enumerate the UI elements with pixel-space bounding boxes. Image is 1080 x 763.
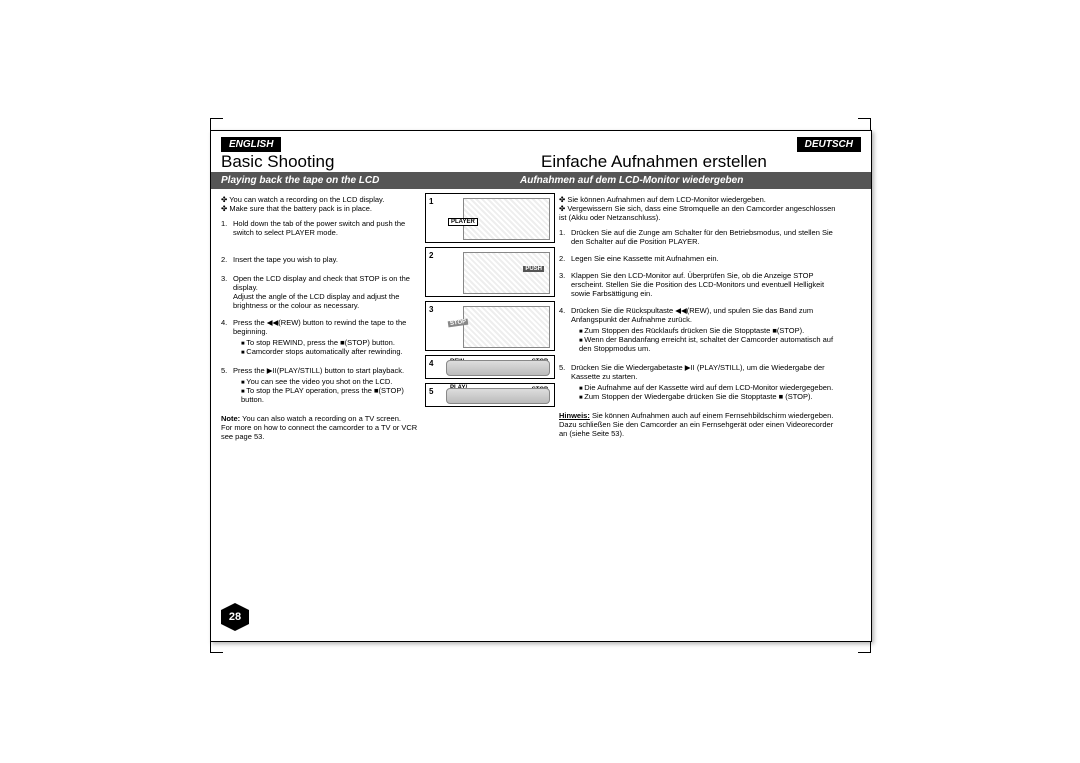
bullet-item: You can watch a recording on the LCD dis… — [221, 195, 421, 204]
diagram-5: 5 PLAY/ STILL STOP — [425, 383, 555, 407]
step-item: 3. Klappen Sie den LCD-Monitor auf. Über… — [559, 271, 839, 298]
step-number: 3. — [221, 274, 233, 310]
deutsch-bullets: Sie können Aufnahmen auf dem LCD-Monitor… — [559, 195, 839, 222]
step-item: 4. Press the ◀◀(REW) button to rewind th… — [221, 318, 421, 358]
language-bar: ENGLISH DEUTSCH — [211, 131, 871, 152]
step-item: 5. Drücken Sie die Wiedergabetaste ▶II (… — [559, 363, 839, 403]
page-number: 28 — [229, 611, 241, 623]
step-text: Drücken Sie auf die Zunge am Schalter fü… — [571, 228, 839, 246]
diagram-number: 3 — [429, 305, 439, 315]
step-body: Drücken Sie die Rückspultaste ◀◀(REW), u… — [571, 306, 839, 355]
push-label: PUSH — [523, 266, 544, 272]
step-text: Legen Sie eine Kassette mit Aufnahmen ei… — [571, 254, 839, 263]
step-text: Press the ◀◀(REW) button to rewind the t… — [233, 318, 406, 336]
sub-item: Zum Stoppen der Wiedergabe drücken Sie d… — [579, 392, 839, 401]
title-deutsch: Einfache Aufnahmen erstellen — [541, 152, 861, 172]
column-english: You can watch a recording on the LCD dis… — [221, 193, 421, 441]
english-steps: 1. Hold down the tab of the power switch… — [221, 219, 421, 406]
step-item: 5. Press the ▶II(PLAY/STILL) button to s… — [221, 366, 421, 406]
step-text: Open the LCD display and check that STOP… — [233, 274, 421, 310]
sub-item: Wenn der Bandanfang erreicht ist, schalt… — [579, 335, 839, 353]
bullet-item: Vergewissern Sie sich, dass eine Stromqu… — [559, 204, 839, 222]
sub-list: Zum Stoppen des Rücklaufs drücken Sie di… — [571, 326, 839, 353]
step-number: 4. — [221, 318, 233, 358]
step-number: 1. — [559, 228, 571, 246]
step-text: Klappen Sie den LCD-Monitor auf. Überprü… — [571, 271, 839, 298]
step-body: Press the ◀◀(REW) button to rewind the t… — [233, 318, 421, 358]
step-text: Drücken Sie die Wiedergabetaste ▶II (PLA… — [571, 363, 825, 381]
title-english: Basic Shooting — [221, 152, 541, 172]
step-item: 2. Insert the tape you wish to play. — [221, 255, 421, 264]
step-number: 4. — [559, 306, 571, 355]
column-diagrams: 1 PLAYER 2 PUSH 3 STOP 4 REW STOP 5 — [421, 193, 559, 441]
sub-item: Die Aufnahme auf der Kassette wird auf d… — [579, 383, 839, 392]
sub-item: Camcorder stops automatically after rewi… — [241, 347, 421, 356]
subtitle-bar: Playing back the tape on the LCD Aufnahm… — [211, 172, 871, 189]
sub-list: To stop REWIND, press the ■(STOP) button… — [233, 338, 421, 356]
step-text: Insert the tape you wish to play. — [233, 255, 421, 264]
step-item: 1. Drücken Sie auf die Zunge am Schalter… — [559, 228, 839, 246]
diagram-number: 1 — [429, 197, 439, 207]
lang-deutsch: DEUTSCH — [797, 137, 861, 152]
step-number: 5. — [559, 363, 571, 403]
diagram-number: 4 — [429, 359, 439, 369]
step-text: Drücken Sie die Rückspultaste ◀◀(REW), u… — [571, 306, 813, 324]
note-label: Note: — [221, 414, 240, 423]
step-text: Hold down the tab of the power switch an… — [233, 219, 421, 237]
step-body: Press the ▶II(PLAY/STILL) button to star… — [233, 366, 421, 406]
column-deutsch: Sie können Aufnahmen auf dem LCD-Monitor… — [559, 193, 839, 441]
section-titles: Basic Shooting Einfache Aufnahmen erstel… — [211, 152, 871, 172]
step-item: 4. Drücken Sie die Rückspultaste ◀◀(REW)… — [559, 306, 839, 355]
step-number: 5. — [221, 366, 233, 406]
english-bullets: You can watch a recording on the LCD dis… — [221, 195, 421, 213]
note-label: Hinweis: — [559, 411, 590, 420]
step-number: 2. — [559, 254, 571, 263]
english-note: Note: You can also watch a recording on … — [221, 414, 421, 441]
button-row-sketch — [446, 360, 550, 376]
diagram-2: 2 PUSH — [425, 247, 555, 297]
step-item: 2. Legen Sie eine Kassette mit Aufnahmen… — [559, 254, 839, 263]
step-number: 2. — [221, 255, 233, 264]
step-item: 1. Hold down the tab of the power switch… — [221, 219, 421, 237]
bullet-item: Sie können Aufnahmen auf dem LCD-Monitor… — [559, 195, 839, 204]
camcorder-sketch — [463, 252, 550, 294]
step-number: 1. — [221, 219, 233, 237]
sub-list: Die Aufnahme auf der Kassette wird auf d… — [571, 383, 839, 401]
deutsch-note: Hinweis: Sie können Aufnahmen auch auf e… — [559, 411, 839, 438]
page-number-badge: 28 — [221, 603, 249, 631]
diagram-number: 2 — [429, 251, 439, 261]
lang-english: ENGLISH — [221, 137, 281, 152]
button-row-sketch — [446, 388, 550, 404]
manual-page: ENGLISH DEUTSCH Basic Shooting Einfache … — [210, 130, 872, 642]
content-columns: You can watch a recording on the LCD dis… — [211, 189, 871, 445]
note-text: Sie können Aufnahmen auch auf einem Fern… — [559, 411, 833, 438]
camcorder-sketch — [463, 306, 550, 348]
sub-item: You can see the video you shot on the LC… — [241, 377, 421, 386]
note-text: You can also watch a recording on a TV s… — [221, 414, 417, 441]
subtitle-english: Playing back the tape on the LCD — [211, 172, 510, 189]
step-body: Drücken Sie die Wiedergabetaste ▶II (PLA… — [571, 363, 839, 403]
sub-item: Zum Stoppen des Rücklaufs drücken Sie di… — [579, 326, 839, 335]
sub-item: To stop REWIND, press the ■(STOP) button… — [241, 338, 421, 347]
step-number: 3. — [559, 271, 571, 298]
step-text: Press the ▶II(PLAY/STILL) button to star… — [233, 366, 404, 375]
diagram-4: 4 REW STOP — [425, 355, 555, 379]
sub-list: You can see the video you shot on the LC… — [233, 377, 421, 404]
diagram-number: 5 — [429, 387, 439, 397]
player-label: PLAYER — [448, 218, 478, 226]
diagram-1: 1 PLAYER — [425, 193, 555, 243]
subtitle-deutsch: Aufnahmen auf dem LCD-Monitor wiedergebe… — [510, 172, 871, 189]
step-item: 3. Open the LCD display and check that S… — [221, 274, 421, 310]
diagram-3: 3 STOP — [425, 301, 555, 351]
sub-item: To stop the PLAY operation, press the ■(… — [241, 386, 421, 404]
bullet-item: Make sure that the battery pack is in pl… — [221, 204, 421, 213]
deutsch-steps: 1. Drücken Sie auf die Zunge am Schalter… — [559, 228, 839, 403]
